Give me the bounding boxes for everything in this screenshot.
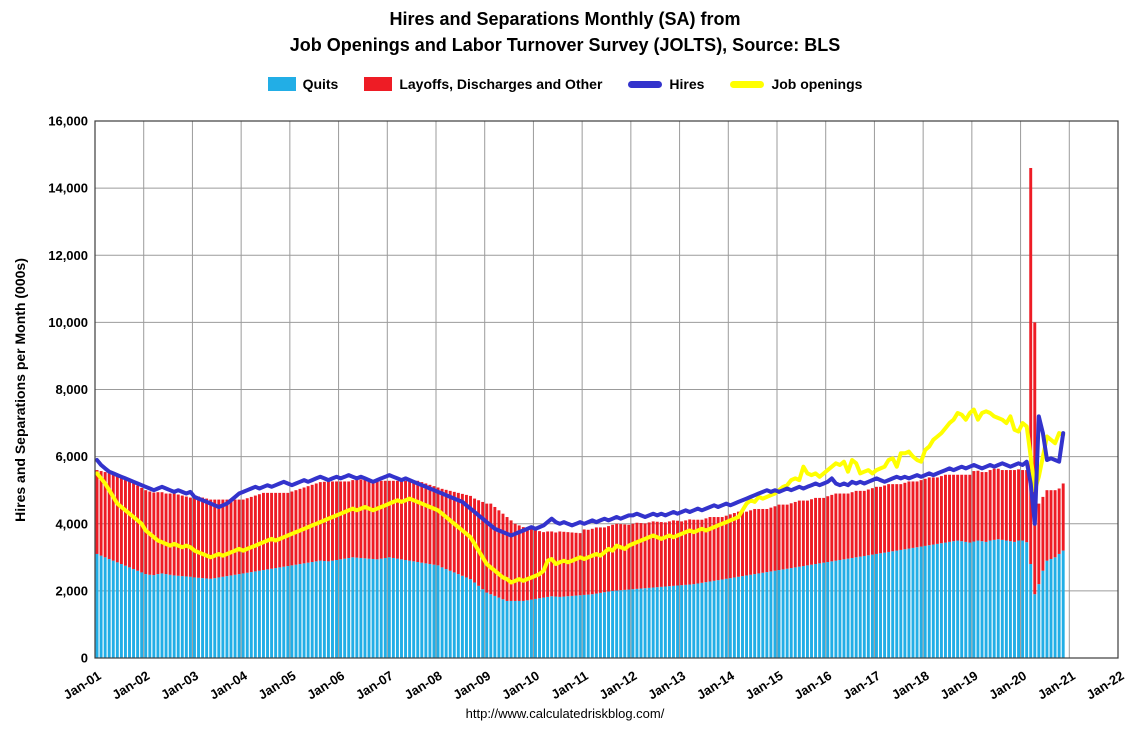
x-tick-label: Jan-06 (304, 668, 347, 703)
y-tick-label: 6,000 (55, 449, 88, 464)
y-tick-label: 10,000 (48, 315, 88, 330)
x-tick-label: Jan-04 (207, 667, 251, 702)
x-tick-label: Jan-11 (548, 668, 590, 702)
chart-title: Hires and Separations Monthly (SA) from … (0, 6, 1130, 58)
y-tick-label: 2,000 (55, 583, 88, 598)
x-tick-label: Jan-19 (938, 668, 981, 703)
x-tick-label: Jan-08 (402, 668, 445, 703)
y-tick-label: 8,000 (55, 382, 88, 397)
y-axis-title: Hires and Separations per Month (000s) (12, 258, 28, 522)
hires-swatch-icon (628, 80, 663, 88)
x-tick-label: Jan-17 (840, 668, 883, 703)
legend-label-job-openings: Job openings (771, 76, 863, 92)
y-tick-label: 16,000 (48, 114, 88, 129)
x-tick-label: Jan-22 (1084, 668, 1127, 703)
x-tick-label: Jan-12 (597, 668, 640, 703)
legend-item-job-openings: Job openings (730, 76, 862, 92)
legend-label-hires: Hires (669, 76, 705, 92)
legend-item-hires: Hires (628, 76, 704, 92)
legend-item-layoffs: Layoffs, Discharges and Other (364, 76, 602, 92)
legend: Quits Layoffs, Discharges and Other Hire… (0, 76, 1130, 92)
layoffs-swatch-icon (364, 77, 393, 91)
x-tick-label: Jan-10 (499, 668, 542, 703)
y-tick-label: 0 (81, 651, 88, 666)
x-tick-label: Jan-21 (1035, 668, 1078, 703)
x-tick-label: Jan-02 (109, 668, 152, 703)
x-tick-label: Jan-14 (694, 667, 738, 702)
x-tick-label: Jan-05 (256, 668, 299, 703)
legend-item-quits: Quits (267, 76, 339, 92)
legend-label-layoffs: Layoffs, Discharges and Other (399, 76, 603, 92)
y-tick-label: 14,000 (48, 181, 88, 196)
x-tick-label: Jan-18 (889, 668, 932, 703)
x-tick-label: Jan-16 (791, 668, 834, 703)
chart-title-line2: Job Openings and Labor Turnover Survey (… (289, 35, 841, 55)
x-tick-label: Jan-01 (61, 668, 104, 703)
x-tick-label: Jan-03 (158, 668, 201, 703)
legend-label-quits: Quits (302, 76, 339, 92)
job-openings-swatch-icon (730, 80, 765, 88)
x-tick-label: Jan-20 (986, 668, 1029, 703)
x-tick-label: Jan-15 (743, 668, 786, 703)
y-tick-label: 4,000 (55, 516, 88, 531)
x-tick-label: Jan-07 (353, 668, 396, 703)
chart-title-line1: Hires and Separations Monthly (SA) from (389, 9, 741, 29)
y-tick-label: 12,000 (48, 248, 88, 263)
x-tick-label: Jan-13 (645, 668, 688, 703)
footer-url: http://www.calculatedriskblog.com/ (465, 706, 665, 721)
quits-swatch-icon (267, 77, 296, 91)
x-tick-label: Jan-09 (450, 668, 493, 703)
